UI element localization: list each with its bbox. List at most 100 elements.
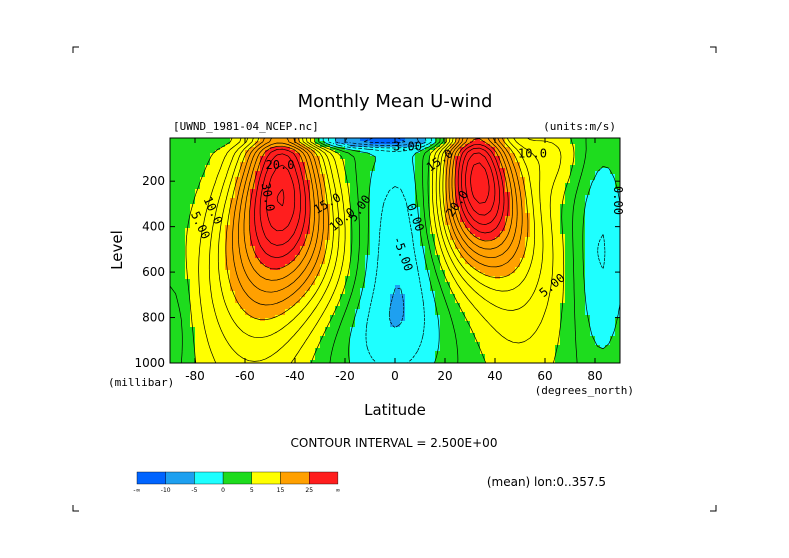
- field-cell: [335, 174, 341, 178]
- field-cell: [445, 168, 451, 172]
- field-cell: [260, 249, 266, 253]
- field-cell: [210, 246, 216, 250]
- field-cell: [390, 297, 396, 301]
- field-cell: [435, 291, 441, 295]
- field-cell: [315, 258, 321, 262]
- field-cell: [290, 264, 296, 268]
- field-cell: [340, 258, 346, 262]
- field-cell: [425, 159, 431, 163]
- field-cell: [280, 228, 286, 232]
- field-cell: [185, 294, 191, 298]
- field-cell: [245, 213, 251, 217]
- field-cell: [375, 144, 381, 148]
- field-cell: [510, 216, 516, 220]
- field-cell: [570, 165, 576, 169]
- field-cell: [275, 246, 281, 250]
- field-cell: [405, 177, 411, 181]
- field-cell: [610, 279, 616, 283]
- field-cell: [205, 282, 211, 286]
- field-cell: [200, 162, 206, 166]
- field-cell: [330, 291, 336, 295]
- field-cell: [280, 222, 286, 226]
- field-cell: [475, 219, 481, 223]
- field-cell: [290, 198, 296, 202]
- field-cell: [600, 246, 606, 250]
- field-cell: [345, 186, 351, 190]
- field-cell: [425, 201, 431, 205]
- field-cell: [460, 177, 466, 181]
- field-cell: [230, 258, 236, 262]
- field-cell: [590, 222, 596, 226]
- field-cell: [330, 231, 336, 235]
- field-cell: [465, 165, 471, 169]
- field-cell: [520, 162, 526, 166]
- field-cell: [435, 189, 441, 193]
- field-cell: [300, 168, 306, 172]
- field-cell: [595, 189, 601, 193]
- field-cell: [395, 267, 401, 271]
- field-cell: [210, 180, 216, 184]
- field-cell: [480, 216, 486, 220]
- field-cell: [485, 264, 491, 268]
- field-cell: [340, 171, 346, 175]
- field-cell: [400, 216, 406, 220]
- field-cell: [360, 294, 366, 298]
- field-cell: [475, 198, 481, 202]
- field-cell: [600, 198, 606, 202]
- field-cell: [400, 174, 406, 178]
- field-cell: [285, 165, 291, 169]
- field-cell: [330, 180, 336, 184]
- field-cell: [530, 216, 536, 220]
- field-cell: [610, 183, 616, 187]
- field-cell: [410, 264, 416, 268]
- field-cell: [460, 147, 466, 151]
- field-cell: [540, 276, 546, 280]
- field-cell: [605, 273, 611, 277]
- field-cell: [245, 177, 251, 181]
- field-cell: [205, 300, 211, 304]
- field-cell: [385, 150, 391, 154]
- field-cell: [220, 246, 226, 250]
- field-cell: [285, 288, 291, 292]
- field-cell: [185, 267, 191, 271]
- field-cell: [440, 249, 446, 253]
- field-cell: [560, 150, 566, 154]
- field-cell: [575, 138, 581, 142]
- field-cell: [390, 162, 396, 166]
- field-cell: [425, 144, 431, 148]
- field-cell: [445, 192, 451, 196]
- field-cell: [335, 210, 341, 214]
- field-cell: [520, 276, 526, 280]
- field-cell: [415, 252, 421, 256]
- field-cell: [595, 192, 601, 196]
- field-cell: [175, 207, 181, 211]
- field-cell: [350, 147, 356, 151]
- field-cell: [480, 252, 486, 256]
- field-cell: [465, 201, 471, 205]
- field-cell: [200, 141, 206, 145]
- field-cell: [465, 147, 471, 151]
- field-cell: [530, 162, 536, 166]
- field-cell: [560, 180, 566, 184]
- field-cell: [185, 237, 191, 241]
- field-cell: [255, 183, 261, 187]
- field-cell: [435, 222, 441, 226]
- field-cell: [355, 201, 361, 205]
- field-cell: [180, 153, 186, 157]
- field-cell: [375, 240, 381, 244]
- field-cell: [545, 294, 551, 298]
- field-cell: [275, 207, 281, 211]
- field-cell: [175, 288, 181, 292]
- field-cell: [495, 237, 501, 241]
- field-cell: [235, 204, 241, 208]
- field-cell: [180, 267, 186, 271]
- field-cell: [285, 246, 291, 250]
- field-cell: [175, 255, 181, 259]
- field-cell: [500, 288, 506, 292]
- field-cell: [465, 192, 471, 196]
- field-cell: [180, 276, 186, 280]
- field-cell: [380, 258, 386, 262]
- field-cell: [400, 147, 406, 151]
- field-cell: [345, 153, 351, 157]
- field-cell: [480, 264, 486, 268]
